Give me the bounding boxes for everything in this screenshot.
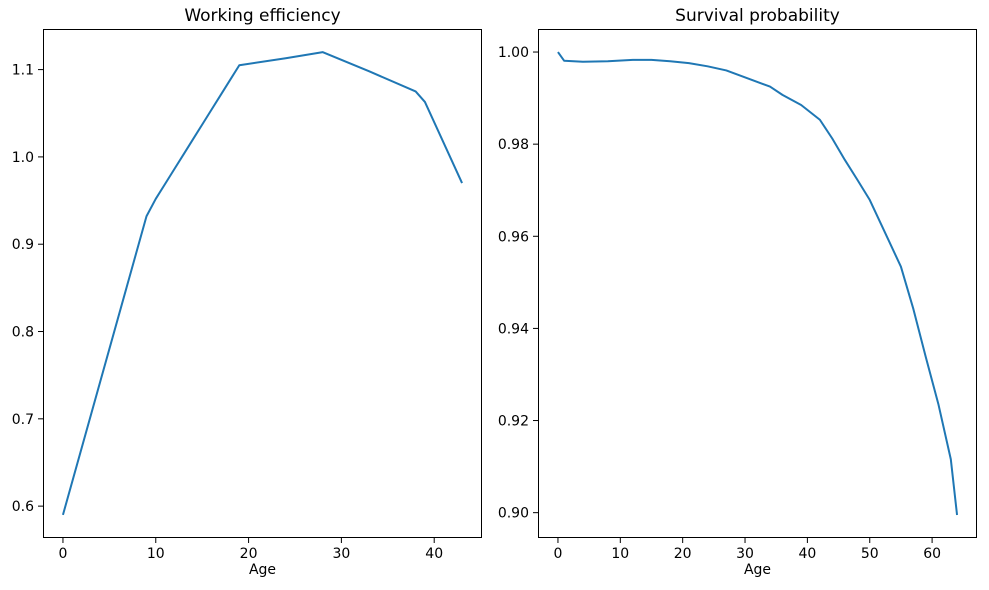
survival-probability-y-tick-label: 0.94 <box>498 321 529 337</box>
survival-probability-y-tick-label: 1.00 <box>498 45 529 61</box>
working-efficiency-line <box>61 51 463 516</box>
survival-probability-x-tick-label: 10 <box>611 546 629 562</box>
survival-probability-line <box>557 51 959 516</box>
survival-probability-y-tick-label: 0.98 <box>498 137 529 153</box>
working-efficiency-x-tick-label: 0 <box>58 546 67 562</box>
working-efficiency-y-tick-label: 0.6 <box>12 499 34 515</box>
survival-probability-y-tick-label: 0.92 <box>498 414 529 430</box>
working-efficiency-plot-border <box>43 29 482 538</box>
working-efficiency-y-tick-label: 0.8 <box>12 325 34 341</box>
working-efficiency-xlabel: Age <box>249 562 276 578</box>
survival-probability-plot-border <box>538 29 977 538</box>
survival-probability-x-tick-label: 0 <box>553 546 562 562</box>
working-efficiency-title: Working efficiency <box>184 6 340 26</box>
survival-probability-y-tick-label: 0.96 <box>498 229 529 245</box>
working-efficiency-y-tick-label: 1.1 <box>12 63 34 79</box>
working-efficiency-y-tick-label: 0.7 <box>12 412 34 428</box>
survival-probability-x-tick-label: 20 <box>674 546 692 562</box>
working-efficiency-subplot: 0 10 20 30 40 0.6 0.7 0.8 0.9 1.0 1.1 Working effic… <box>12 6 482 578</box>
survival-probability-x-tick-label: 40 <box>798 546 816 562</box>
working-efficiency-y-tick-label: 1.0 <box>12 150 34 166</box>
survival-probability-y-tick-label: 0.90 <box>498 506 529 522</box>
survival-probability-x-tick-label: 60 <box>923 546 941 562</box>
survival-probability-xlabel: Age <box>744 562 771 578</box>
working-efficiency-x-tick-label: 20 <box>240 546 258 562</box>
survival-probability-x-tick-label: 30 <box>736 546 754 562</box>
working-efficiency-x-tick-label: 40 <box>425 546 443 562</box>
survival-probability-title: Survival probability <box>675 6 840 26</box>
working-efficiency-x-tick-label: 30 <box>332 546 350 562</box>
working-efficiency-y-tick-label: 0.9 <box>12 237 34 253</box>
working-efficiency-x-tick-label: 10 <box>147 546 165 562</box>
survival-probability-subplot: 0 10 20 30 40 50 60 0.90 0.92 0.94 0.96 0.98 1.00 Sur… <box>498 6 977 578</box>
survival-probability-x-tick-label: 50 <box>861 546 879 562</box>
